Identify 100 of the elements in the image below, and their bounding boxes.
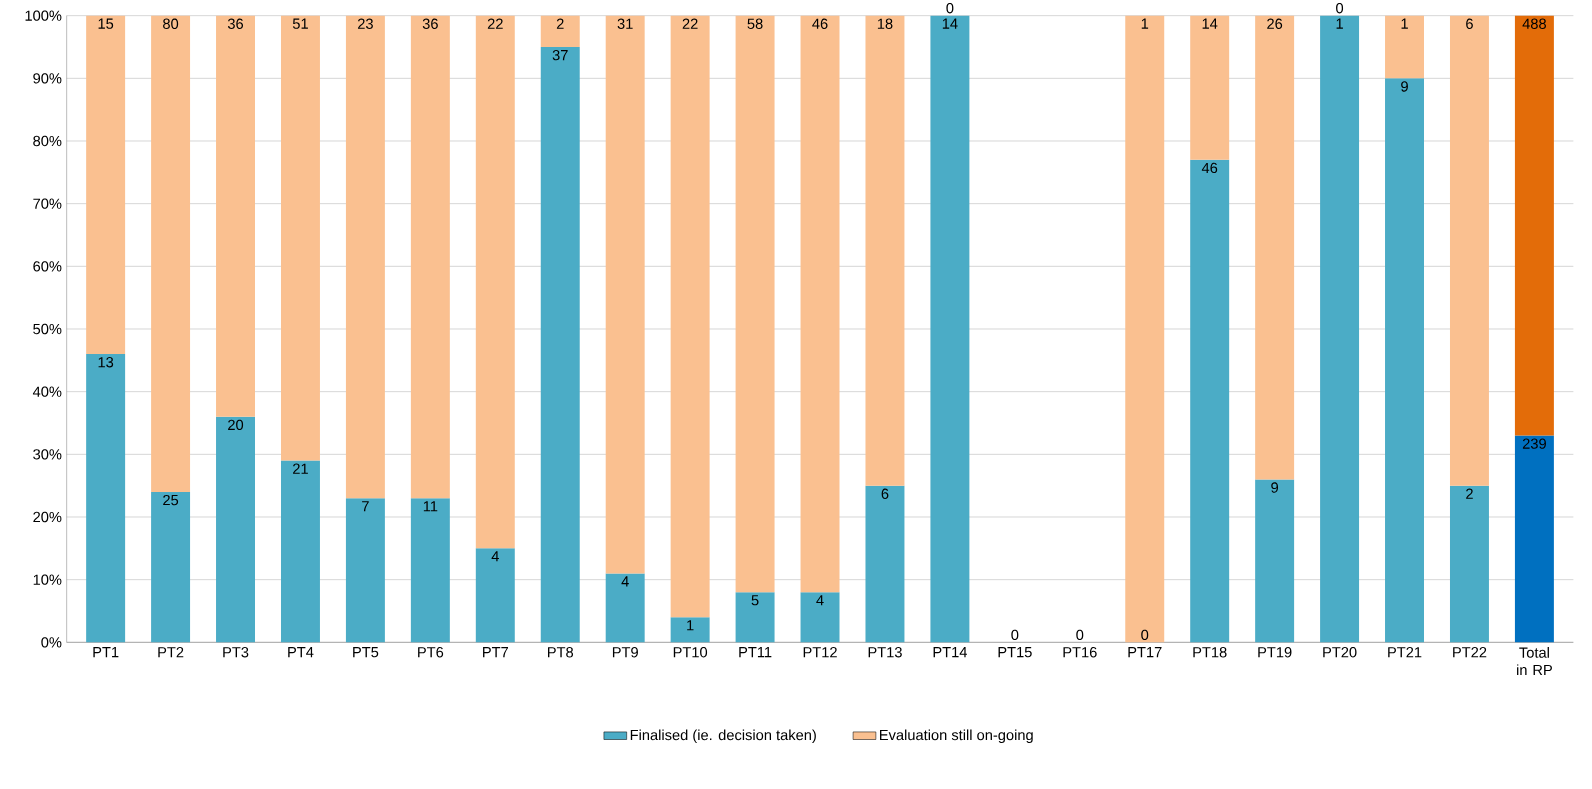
annotation: 1 — [1141, 18, 1149, 29]
y-tick-label: 20% — [33, 511, 62, 523]
annotation: 0 — [1011, 629, 1019, 641]
annotation: 4 — [816, 595, 824, 606]
annotation: 14 — [942, 18, 958, 29]
annotation: 4 — [491, 551, 499, 562]
bar — [605, 15, 645, 574]
annotation: 18 — [877, 18, 893, 29]
bar — [865, 15, 905, 486]
y-tick-label: 90% — [33, 73, 62, 84]
annotation: 1 — [1336, 18, 1343, 29]
x-tick-label: Total in RP — [1517, 647, 1552, 675]
annotation: 6 — [881, 488, 889, 499]
x-tick-label: PT6 — [418, 647, 444, 658]
x-tick-label: PT22 — [1453, 647, 1487, 658]
bar — [670, 617, 710, 643]
bar — [86, 15, 126, 355]
y-tick-label: 10% — [33, 574, 62, 585]
annotation: 2 — [556, 18, 564, 29]
y-tick-label: 100% — [25, 10, 62, 21]
annotation: 58 — [747, 18, 763, 29]
annotation: 9 — [1401, 81, 1408, 92]
y-tick-label: 70% — [33, 198, 62, 209]
x-tick-label: PT20 — [1323, 647, 1357, 658]
annotation: 6 — [1466, 18, 1473, 29]
x-tick-label: PT1 — [93, 647, 119, 658]
annotation: 36 — [422, 18, 438, 29]
annotation: 23 — [357, 18, 373, 29]
bar — [1320, 15, 1360, 643]
annotation: 1 — [687, 620, 694, 631]
bar — [345, 498, 385, 643]
x-tick-label: PT13 — [868, 647, 902, 658]
x-tick-label: PT21 — [1388, 647, 1422, 658]
annotation: 0 — [1141, 629, 1149, 641]
bar — [865, 485, 905, 643]
y-tick-label: 40% — [32, 386, 62, 397]
bar — [670, 15, 710, 618]
x-tick-label: PT17 — [1128, 647, 1162, 658]
bar — [1255, 479, 1295, 643]
bar — [216, 15, 255, 417]
annotation: 0 — [1336, 3, 1344, 14]
annotation: 80 — [163, 18, 179, 29]
bar — [216, 416, 255, 643]
annotation: 7 — [362, 501, 369, 512]
bar — [1385, 15, 1424, 79]
annotation: 13 — [98, 357, 114, 368]
annotation: 1 — [1401, 18, 1408, 29]
annotation: 46 — [812, 18, 828, 29]
y-tick-label: 50% — [33, 323, 62, 335]
annotation: 0 — [1076, 629, 1084, 641]
bar — [280, 460, 320, 643]
x-tick-label: PT9 — [612, 647, 638, 658]
bar — [1514, 435, 1554, 643]
x-tick-label: PT10 — [673, 647, 708, 658]
bar — [735, 592, 775, 643]
annotation: 31 — [617, 18, 633, 29]
annotation: 22 — [682, 18, 698, 29]
bar — [1449, 485, 1489, 643]
bar — [1514, 15, 1554, 436]
bar — [800, 15, 840, 593]
x-tick-label: PT4 — [288, 647, 314, 658]
annotation: 15 — [98, 18, 114, 29]
bar — [540, 46, 580, 643]
bar — [280, 15, 320, 461]
bar — [1255, 15, 1295, 480]
y-tick-label: 60% — [33, 261, 62, 272]
x-tick-label: PT5 — [353, 647, 379, 658]
x-tick-label: PT7 — [483, 647, 509, 658]
annotation: 488 — [1522, 18, 1546, 29]
annotation: 14 — [1202, 18, 1218, 29]
bar — [410, 498, 450, 643]
y-tick-label: 80% — [33, 135, 62, 147]
annotation: 26 — [1267, 18, 1283, 29]
bar — [605, 573, 645, 643]
x-tick-label: PT19 — [1258, 647, 1292, 658]
bar — [86, 354, 126, 643]
x-tick-label: PT16 — [1063, 647, 1097, 658]
annotation: 11 — [423, 501, 438, 512]
annotation: 2 — [1466, 488, 1473, 499]
annotation: 21 — [293, 463, 308, 474]
bar — [151, 15, 191, 492]
bar — [475, 15, 515, 549]
bar — [800, 592, 840, 643]
annotation: 46 — [1201, 162, 1218, 174]
annotation: 25 — [163, 494, 179, 506]
bar — [735, 15, 775, 593]
legend-label: Evaluation still on-going — [880, 729, 1033, 744]
x-tick-label: PT15 — [998, 647, 1032, 658]
annotation: 51 — [292, 18, 308, 29]
x-tick-label: PT11 — [739, 647, 772, 658]
bar — [151, 491, 191, 643]
bar — [410, 15, 450, 499]
bar — [1385, 78, 1424, 643]
annotation: 4 — [621, 576, 629, 587]
bar — [1190, 159, 1230, 643]
x-tick-label: PT3 — [223, 647, 249, 658]
annotation: 0 — [946, 3, 954, 14]
legend-label: Finalised (ie. decision taken) — [630, 729, 816, 744]
annotation: 5 — [751, 595, 759, 606]
annotation: 239 — [1522, 438, 1546, 449]
